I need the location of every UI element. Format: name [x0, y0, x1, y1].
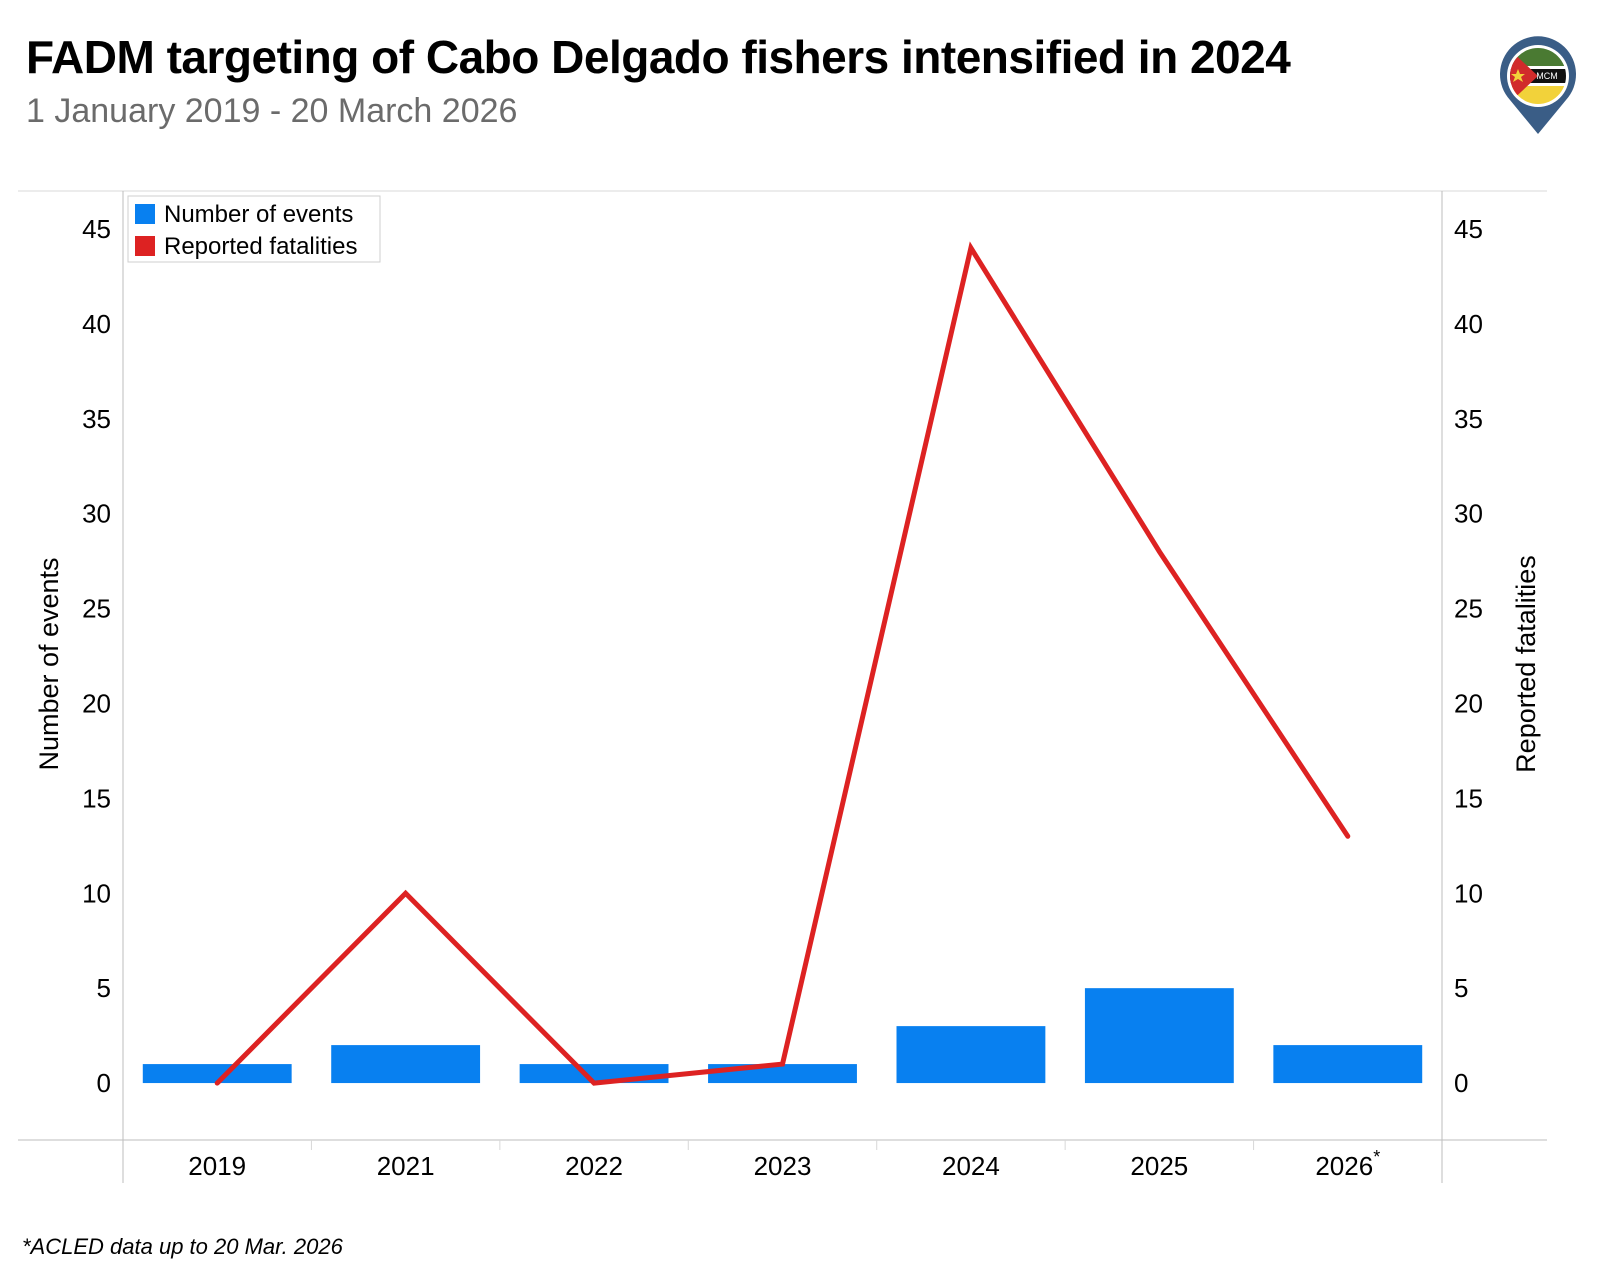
x-tick-label: 2021: [377, 1151, 435, 1181]
bar-events-2024: [896, 1026, 1046, 1084]
line-fatalities: [214, 241, 1351, 1086]
chart-title: FADM targeting of Cabo Delgado fishers i…: [26, 31, 1291, 83]
y2-axis-label: Reported fatalities: [1511, 555, 1541, 773]
chart-subtitle: 1 January 2019 - 20 March 2026: [26, 92, 518, 130]
y2-tick-label: 35: [1454, 404, 1483, 434]
y2-tick-label: 45: [1454, 214, 1483, 244]
x-tick-label: 2022: [565, 1151, 623, 1181]
bar-events-2025: [1084, 988, 1234, 1084]
x-tick-label: 2023: [754, 1151, 812, 1181]
y2-tick-label: 10: [1454, 878, 1483, 908]
legend-box: [127, 195, 381, 263]
y-tick-label: 25: [82, 594, 111, 624]
y-tick-label: 20: [82, 688, 111, 718]
legend-swatch-fatalities: [135, 236, 155, 256]
legend-swatch-events: [135, 204, 155, 224]
y2-tick-label: 20: [1454, 688, 1483, 718]
y2-tick-label: 30: [1454, 499, 1483, 529]
x-tick-footnote-mark: *: [1373, 1147, 1380, 1167]
y-tick-label: 0: [97, 1068, 111, 1098]
logo-text: MCM: [1536, 71, 1558, 81]
y-tick-label: 5: [97, 973, 111, 1003]
y2-tick-label: 0: [1454, 1068, 1468, 1098]
y-tick-label: 15: [82, 783, 111, 813]
y2-tick-label: 15: [1454, 783, 1483, 813]
line-layer: [214, 241, 1351, 1086]
y2-tick-label: 5: [1454, 973, 1468, 1003]
y-axis-right: 0 5 10 15 20 25 30 35 40 45: [1454, 214, 1483, 1098]
bars-layer: [142, 988, 1423, 1084]
x-tick-label: 2025: [1130, 1151, 1188, 1181]
bar-events-2026: [1273, 1045, 1423, 1084]
legend: Number of events Reported fatalities: [127, 195, 381, 263]
y-axis-left: 0 5 10 15 20 25 30 35 40 45: [82, 214, 111, 1098]
y-tick-label: 10: [82, 878, 111, 908]
y-tick-label: 30: [82, 499, 111, 529]
y2-tick-label: 40: [1454, 309, 1483, 339]
bar-events-2019: [142, 1064, 292, 1084]
y-tick-label: 45: [82, 214, 111, 244]
x-tick-label: 2026*: [1315, 1147, 1380, 1181]
mozambique-map-pin-logo-icon: MCM: [1500, 36, 1576, 135]
x-axis: 2019 2021 2022 2023 2024 2025 2026*: [188, 1147, 1380, 1181]
y2-tick-label: 25: [1454, 594, 1483, 624]
y-axis-label: Number of events: [34, 557, 64, 770]
y-tick-label: 40: [82, 309, 111, 339]
footnote: *ACLED data up to 20 Mar. 2026: [22, 1234, 343, 1259]
legend-label-events: Number of events: [164, 201, 353, 228]
bar-events-2021: [331, 1045, 481, 1084]
x-tick-label: 2019: [188, 1151, 246, 1181]
x-tick-label: 2024: [942, 1151, 1000, 1181]
y-tick-label: 35: [82, 404, 111, 434]
plot-frame: [18, 190, 1547, 1183]
legend-label-fatalities: Reported fatalities: [164, 233, 357, 260]
